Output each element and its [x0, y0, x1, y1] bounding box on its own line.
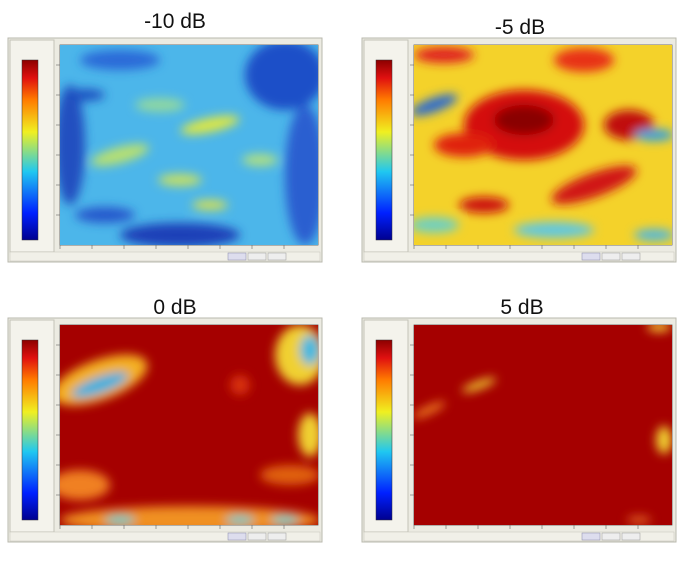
panel-title: 5 dB — [500, 296, 543, 319]
heatmap — [60, 45, 318, 245]
panel-title: 0 dB — [153, 296, 196, 319]
heatmap — [414, 325, 672, 525]
heatmap — [60, 325, 318, 525]
panel — [7, 37, 323, 263]
panel — [7, 317, 323, 543]
panel-title: -5 dB — [495, 16, 545, 39]
panel-title: -10 dB — [144, 10, 206, 33]
panel — [361, 317, 677, 543]
heatmap — [414, 45, 672, 245]
panel — [361, 37, 677, 263]
